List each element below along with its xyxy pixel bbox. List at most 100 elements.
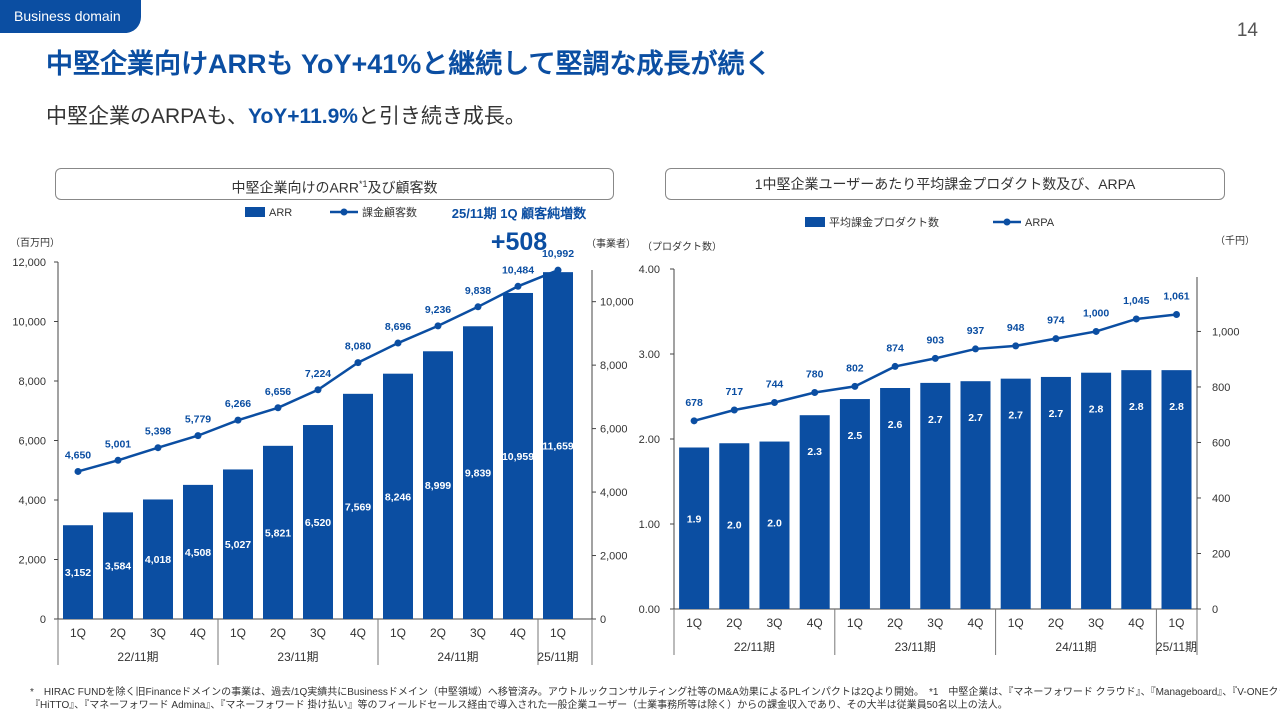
- c1-x-tick-label: 2Q: [270, 626, 286, 640]
- c2-right-tick-label: 1,000: [1212, 326, 1240, 338]
- c2-line-point: [1012, 342, 1020, 350]
- subtitle-prefix: 中堅企業のARPAも、: [46, 105, 248, 128]
- c2-x-tick-label: 3Q: [927, 616, 943, 630]
- c2-left-tick-label: 1.00: [639, 519, 660, 531]
- c2-bar-value-label: 2.7: [928, 414, 943, 426]
- c1-legend-line-marker: [340, 208, 348, 216]
- c1-bar: [343, 393, 373, 619]
- c2-line-point: [891, 362, 899, 370]
- c1-bar: [423, 351, 453, 619]
- c2-right-tick-label: 0: [1212, 604, 1218, 616]
- c1-right-tick-label: 2,000: [600, 551, 628, 563]
- c2-line-value-label: 937: [967, 325, 985, 337]
- c1-line-value-label: 9,236: [425, 304, 451, 316]
- c1-x-tick-label: 2Q: [110, 626, 126, 640]
- c1-line-value-label: 5,398: [145, 426, 171, 438]
- c2-line-value-label: 974: [1047, 315, 1065, 327]
- c1-right-tick-label: 6,000: [600, 424, 628, 436]
- left-chart-title-suffix: 及び顧客数: [367, 179, 438, 196]
- c1-line-value-label: 10,992: [542, 248, 574, 260]
- c2-line-point: [1132, 315, 1140, 323]
- c1-bar-value-label: 7,569: [345, 501, 371, 513]
- c2-x-tick-label: 1Q: [1008, 616, 1024, 630]
- c2-bar: [1040, 376, 1071, 609]
- c1-x-tick-label: 4Q: [350, 626, 366, 640]
- c1-period-label: 22/11期: [117, 650, 158, 664]
- c1-line-point: [74, 467, 82, 475]
- c1-line-point: [274, 404, 282, 412]
- page-subtitle: 中堅企業のARPAも、YoY+11.9%と引き続き成長。: [46, 100, 526, 130]
- c2-left-axis-unit: （プロダクト数）: [642, 240, 722, 253]
- c1-legend-bar-label: ARR: [269, 207, 292, 219]
- c1-line-point: [154, 444, 162, 452]
- c1-line-value-label: 7,224: [305, 368, 331, 380]
- c1-left-tick-label: 10,000: [12, 317, 46, 329]
- c1-x-tick-label: 1Q: [70, 626, 86, 640]
- net-increase-value: +508: [491, 228, 547, 256]
- c2-bar: [719, 443, 750, 609]
- c1-line-value-label: 5,001: [105, 438, 131, 450]
- c2-bar-value-label: 2.6: [888, 419, 903, 431]
- c1-left-tick-label: 4,000: [18, 495, 46, 507]
- c1-x-tick-label: 3Q: [310, 626, 326, 640]
- c2-period-label: 25/11期: [1156, 640, 1197, 654]
- left-chart-title-sup: *1: [359, 179, 368, 189]
- c2-bar-value-label: 1.9: [687, 514, 702, 526]
- c2-line-point: [730, 406, 738, 414]
- c1-line-point: [554, 266, 562, 274]
- c1-line-point: [394, 339, 402, 347]
- c1-x-tick-label: 1Q: [230, 626, 246, 640]
- business-domain-tag: Business domain: [0, 0, 141, 33]
- c2-right-tick-label: 800: [1212, 382, 1230, 394]
- c2-line-value-label: 948: [1007, 322, 1025, 334]
- c1-line-point: [114, 456, 122, 464]
- c2-bar-value-label: 2.0: [727, 519, 742, 531]
- c1-right-tick-label: 0: [600, 614, 606, 626]
- c2-line-point: [771, 399, 778, 407]
- c1-period-label: 25/11期: [537, 650, 578, 664]
- c2-line-value-label: 874: [886, 342, 904, 354]
- c1-bar-value-label: 10,959: [502, 451, 534, 463]
- c2-x-tick-label: 2Q: [726, 616, 742, 630]
- c2-bar: [920, 382, 951, 609]
- c2-bar: [880, 388, 911, 609]
- c1-line-value-label: 8,696: [385, 321, 411, 333]
- c2-right-axis-unit: （千円）: [1215, 235, 1255, 247]
- c1-x-tick-label: 4Q: [510, 626, 526, 640]
- c1-right-tick-label: 10,000: [600, 297, 634, 309]
- left-chart-title: 中堅企業向けのARR*1及び顧客数: [55, 168, 614, 200]
- c2-bar: [759, 441, 790, 609]
- c2-line-point: [1173, 311, 1180, 319]
- c2-line-value-label: 903: [927, 334, 945, 346]
- c1-x-tick-label: 2Q: [430, 626, 446, 640]
- c2-x-tick-label: 1Q: [686, 616, 702, 630]
- c1-left-tick-label: 0: [40, 614, 46, 626]
- c2-line-point: [811, 389, 819, 397]
- right-chart-title: 1中堅企業ユーザーあたり平均課金プロダクト数及び、ARPA: [665, 168, 1225, 200]
- c1-bar-value-label: 4,018: [145, 554, 171, 566]
- footnote-line-1: * HIRAC FUNDを除く旧Financeドメインの事業は、過去/1Q実績共…: [30, 687, 1280, 698]
- c1-bar: [503, 292, 533, 619]
- c1-left-tick-label: 12,000: [12, 257, 46, 269]
- c1-bar: [263, 445, 293, 619]
- page-number: 14: [1236, 20, 1258, 41]
- c2-x-tick-label: 1Q: [847, 616, 863, 630]
- c1-x-tick-label: 1Q: [550, 626, 566, 640]
- c2-right-tick-label: 400: [1212, 493, 1230, 505]
- c2-period-label: 23/11期: [895, 640, 936, 654]
- c1-bar: [223, 469, 253, 619]
- c1-bar: [303, 425, 333, 619]
- c2-line-point: [1052, 335, 1060, 343]
- c1-line-value-label: 4,650: [65, 449, 91, 461]
- c1-line-point: [514, 282, 522, 290]
- c2-line-value-label: 717: [726, 386, 744, 398]
- subtitle-suffix: と引き続き成長。: [357, 105, 526, 128]
- c2-line-value-label: 744: [766, 379, 784, 391]
- c1-line-value-label: 6,656: [265, 386, 291, 398]
- c1-line-point: [314, 386, 322, 394]
- c2-left-tick-label: 2.00: [639, 434, 660, 446]
- c2-line-value-label: 678: [685, 397, 703, 409]
- c1-bar: [183, 484, 213, 619]
- c2-legend-line-label: ARPA: [1025, 217, 1055, 229]
- c1-bar: [543, 272, 573, 619]
